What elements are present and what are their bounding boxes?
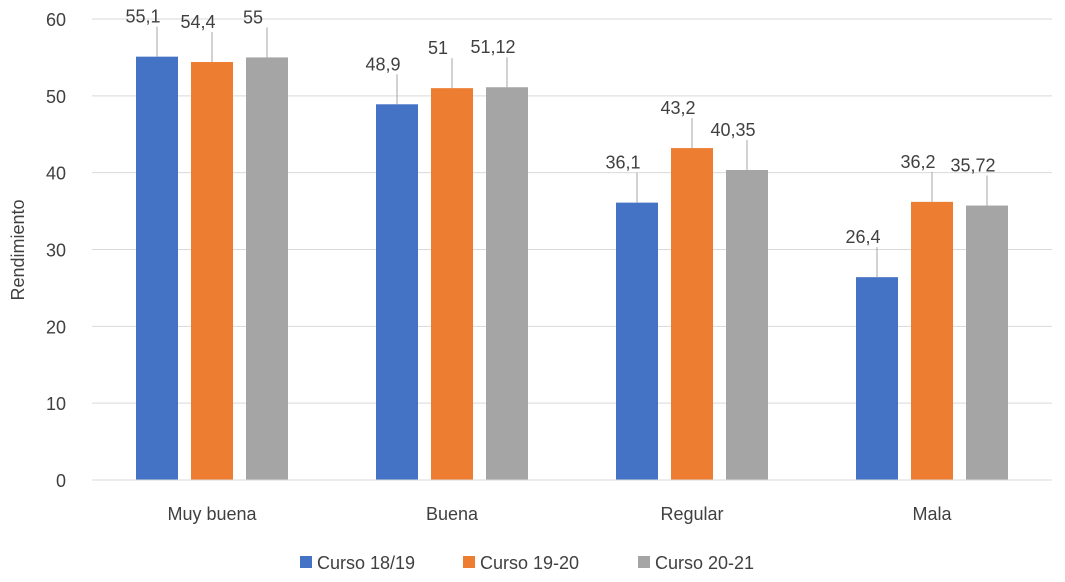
x-tick-label: Buena [426,504,479,524]
legend-label: Curso 19-20 [480,553,579,573]
bars [136,56,1008,481]
legend-swatch [463,556,475,568]
y-tick-label: 30 [46,241,66,261]
y-tick-label: 50 [46,87,66,107]
x-tick-label: Regular [660,504,723,524]
legend-swatch [300,556,312,568]
data-label: 55,1 [125,7,160,27]
bar [431,88,473,481]
data-label: 36,2 [900,152,935,172]
legend-swatch [638,556,650,568]
bar [726,169,768,481]
x-tick-label: Muy buena [167,504,257,524]
data-labels: 55,1 54,4 55 48,9 51 51,12 36,1 43,2 40,35 26,4 36… [125,7,995,248]
y-tick-label: 60 [46,10,66,30]
bar [136,56,178,480]
data-label: 35,72 [950,156,995,176]
data-label: 26,4 [845,227,880,247]
y-tick-label: 0 [56,471,66,491]
bar [966,205,1008,480]
data-label-leaders [156,26,988,278]
legend: Curso 18/19 Curso 19-20 Curso 20-21 [300,553,754,573]
bar [246,57,288,481]
bar [671,148,713,480]
legend-label: Curso 18/19 [317,553,415,573]
x-tick-label: Mala [912,504,952,524]
y-tick-label: 10 [46,394,66,414]
data-label: 36,1 [605,153,640,173]
data-label: 54,4 [180,12,215,32]
bar [486,87,528,480]
y-axis-label: Rendimiento [8,199,28,300]
x-axis-ticks: Muy buena Buena Regular Mala [167,504,952,524]
data-label: 51 [428,38,448,58]
data-label: 43,2 [660,98,695,118]
y-tick-label: 40 [46,164,66,184]
data-label: 40,35 [710,120,755,140]
bar [616,202,658,481]
bar [911,201,953,480]
y-axis-ticks: 0 10 20 30 40 50 60 [46,10,66,491]
bar [856,277,898,480]
data-label: 55 [243,7,263,27]
bar [191,62,233,480]
gridlines [92,18,1052,404]
data-label: 48,9 [365,54,400,74]
legend-label: Curso 20-21 [655,553,754,573]
data-label: 51,12 [470,37,515,57]
y-tick-label: 20 [46,317,66,337]
bar [376,104,418,480]
